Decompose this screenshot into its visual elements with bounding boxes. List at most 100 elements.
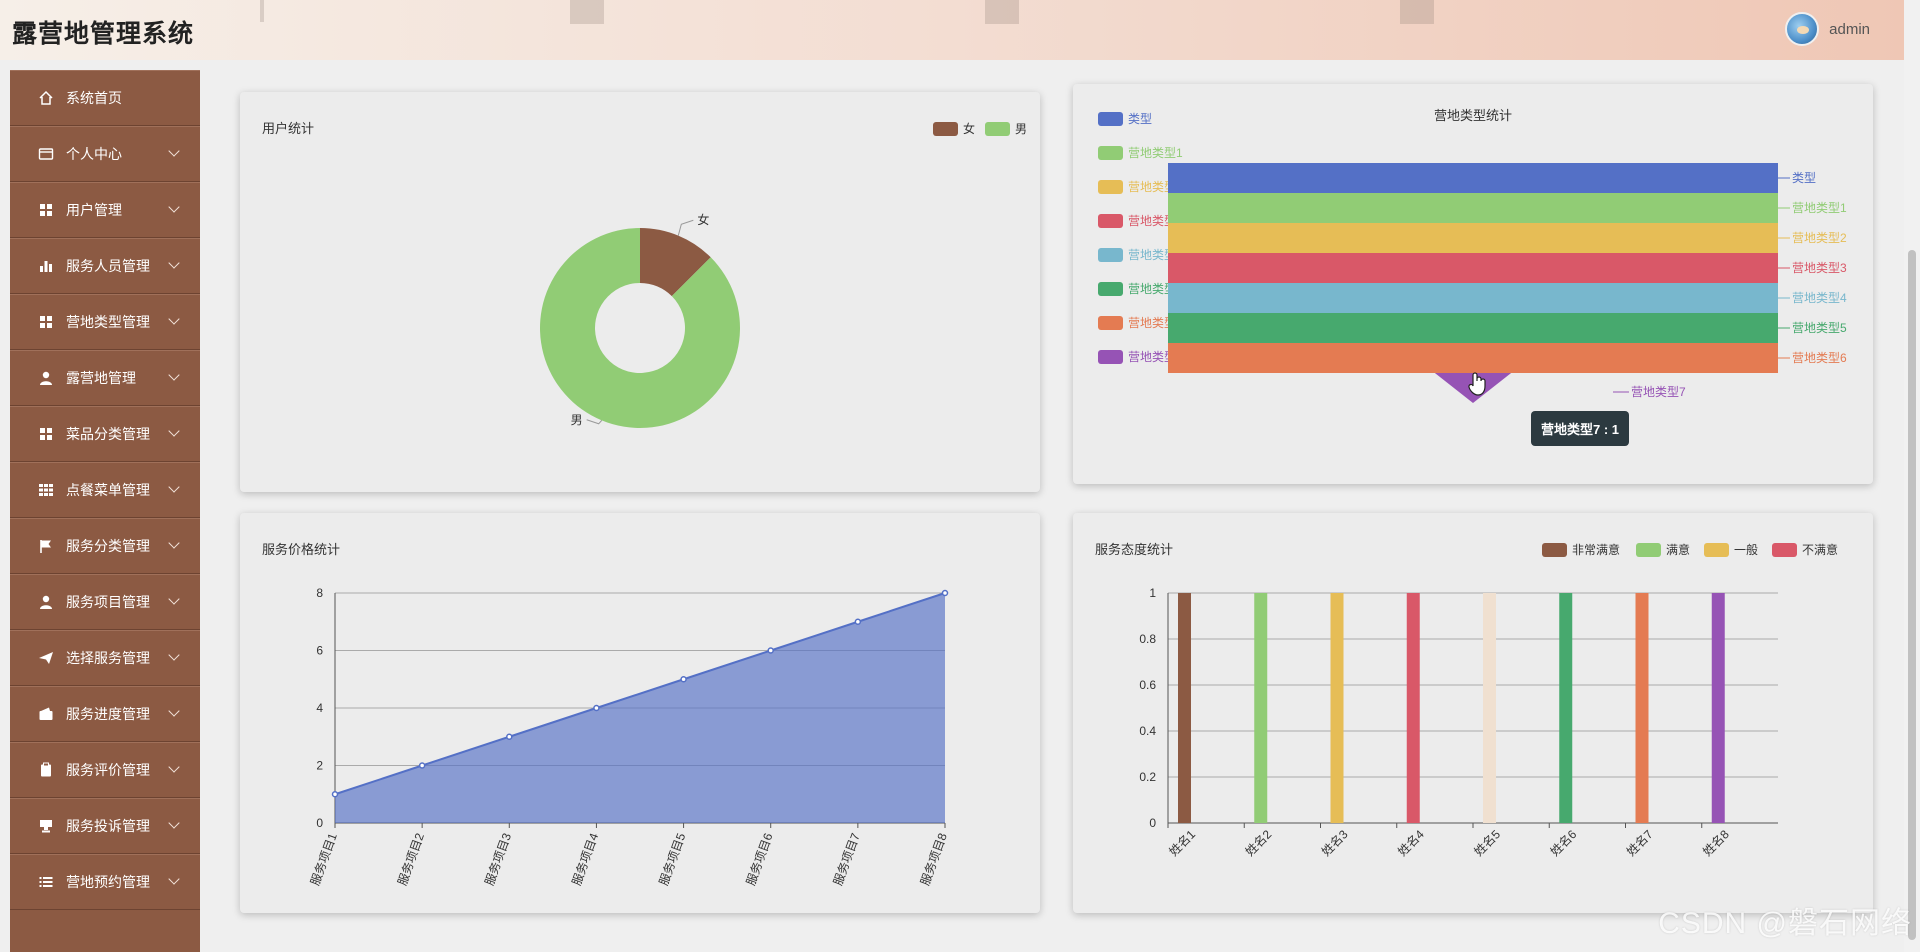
sidebar-item-service-reviews[interactable]: 服务评价管理 — [10, 742, 200, 798]
sidebar-item-label: 系统首页 — [66, 90, 122, 106]
chevron-down-icon — [168, 257, 180, 269]
bar — [1330, 593, 1344, 823]
legend-swatch — [1098, 214, 1123, 228]
data-point — [854, 618, 862, 625]
sidebar-item-home[interactable]: 系统首页 — [10, 70, 200, 126]
sidebar-item-menu[interactable]: 点餐菜单管理 — [10, 462, 200, 518]
sidebar-item-label: 露营地管理 — [66, 370, 136, 386]
bar-chart-icon — [38, 258, 54, 274]
service-attitude-bar-chart: 0 0.2 0.4 0.6 0.8 1 姓名1 姓名2 姓名3 姓名4 姓名5 姓名6 姓名7 姓名8 非常… — [1139, 542, 1838, 859]
vertical-scrollbar[interactable] — [1904, 0, 1920, 952]
bar — [1483, 593, 1496, 823]
data-point — [331, 791, 339, 798]
bar — [1711, 593, 1725, 823]
chart-title: 用户统计 — [262, 121, 315, 136]
user-stats-card: 用户统计 女男女男 — [240, 92, 1040, 492]
sidebar-item-service-progress[interactable]: 服务进度管理 — [10, 686, 200, 742]
grid-icon — [38, 426, 54, 442]
chart-title: 服务态度统计 — [1095, 542, 1174, 557]
sidebar-item-service-items[interactable]: 服务项目管理 — [10, 574, 200, 630]
sidebar-item-profile[interactable]: 个人中心 — [10, 126, 200, 182]
funnel-label: 营地类型5 — [1792, 321, 1847, 335]
data-point — [418, 762, 426, 769]
x-tick-label: 服务项目7 — [830, 831, 863, 888]
data-point — [593, 704, 600, 712]
legend-label: 营地类型1 — [1128, 146, 1183, 160]
legend-label: 女 — [963, 121, 975, 136]
sidebar-item-staff[interactable]: 服务人员管理 — [10, 238, 200, 294]
chart-title: 服务价格统计 — [262, 542, 341, 557]
service-attitude-stats-card: 服务态度统计 0 0.2 0.4 0.6 0.8 1 姓名1 姓名2 姓名3 姓名4 姓名5 姓名6 姓… — [1073, 513, 1873, 913]
bar — [1635, 593, 1649, 823]
y-tick-label: 4 — [316, 701, 323, 715]
top-header: 露营地管理系统 admin — [0, 0, 1904, 60]
sidebar-item-camp-booking[interactable]: 营地预约管理 — [10, 854, 200, 910]
bar — [1254, 593, 1268, 823]
chevron-down-icon — [168, 369, 180, 381]
sidebar-item-label: 点餐菜单管理 — [66, 482, 150, 498]
service-price-stats-card: 服务价格统计 0 2 4 6 8 服务项目1 服务项目2 服务项目3 服务项目4 服务项目5 服务项… — [240, 513, 1040, 913]
sidebar-item-camp-types[interactable]: 营地类型管理 — [10, 294, 200, 350]
legend-swatch — [1098, 316, 1123, 330]
scrollbar-thumb[interactable] — [1908, 250, 1916, 940]
legend-swatch — [985, 122, 1010, 136]
avatar[interactable] — [1785, 12, 1820, 46]
pie-slice — [540, 228, 740, 428]
sidebar-item-label: 菜品分类管理 — [66, 426, 150, 442]
legend-label: 类型 — [1128, 112, 1152, 126]
x-tick-label: 服务项目3 — [481, 831, 514, 888]
user-icon — [38, 594, 54, 610]
home-icon — [38, 90, 54, 106]
chevron-down-icon — [168, 649, 180, 661]
legend-label: 满意 — [1666, 542, 1690, 557]
pointer-cursor-icon — [1468, 372, 1486, 396]
sidebar-item-label: 服务评价管理 — [66, 762, 150, 778]
sidebar-item-camps[interactable]: 露营地管理 — [10, 350, 200, 406]
pie-slice-label: 女 — [697, 212, 709, 227]
sidebar-item-users[interactable]: 用户管理 — [10, 182, 200, 238]
y-tick-label: 0.4 — [1139, 724, 1156, 738]
y-tick-label: 0 — [316, 816, 323, 830]
sidebar-item-service-complaints[interactable]: 服务投诉管理 — [10, 798, 200, 854]
legend-swatch — [1098, 282, 1123, 296]
sidebar-item-service-selection[interactable]: 选择服务管理 — [10, 630, 200, 686]
bar — [1406, 593, 1420, 823]
list-icon — [38, 874, 54, 890]
clipboard-icon — [38, 762, 54, 778]
sidebar-item-service-categories[interactable]: 服务分类管理 — [10, 518, 200, 574]
y-tick-label: 0.8 — [1139, 632, 1156, 646]
chevron-down-icon — [168, 425, 180, 437]
data-point — [941, 589, 949, 597]
grid-icon — [38, 314, 54, 330]
chevron-down-icon — [168, 481, 180, 493]
x-tick-label: 服务项目8 — [917, 831, 950, 888]
funnel-label: 营地类型4 — [1792, 291, 1847, 305]
sidebar-item-label: 营地预约管理 — [66, 874, 150, 890]
user-menu[interactable]: admin — [1785, 12, 1870, 46]
camp-type-stats-card: 营地类型统计 类型 营地类型1 营地类型2 营地类型3 营地类型4 营地类型5 营地类型6 营地… — [1073, 84, 1873, 484]
chevron-down-icon — [168, 817, 180, 829]
x-tick-label: 姓名7 — [1623, 826, 1656, 859]
sidebar-item-label: 选择服务管理 — [66, 650, 150, 666]
camp-type-funnel-chart: 营地类型统计类型营地类型1营地类型2营地类型3营地类型4营地类型5营地类型6营地… — [1098, 108, 1847, 403]
y-tick-label: 0.2 — [1139, 770, 1156, 784]
watermark: CSDN @磐石网络 — [1658, 907, 1912, 940]
x-tick-label: 姓名4 — [1395, 826, 1428, 859]
y-tick-label: 1 — [1149, 586, 1156, 600]
legend-label: 男 — [1015, 122, 1027, 136]
funnel-label: 营地类型7 — [1631, 385, 1686, 399]
legend-swatch — [1542, 543, 1567, 557]
username[interactable]: admin — [1829, 20, 1870, 38]
x-tick-label: 服务项目5 — [656, 831, 689, 888]
legend-swatch — [933, 122, 958, 136]
id-card-icon — [38, 146, 54, 162]
hand-icon — [1468, 372, 1486, 396]
x-tick-label: 服务项目6 — [743, 831, 776, 888]
x-tick-label: 姓名5 — [1471, 826, 1504, 859]
data-point — [680, 676, 687, 683]
y-tick-label: 8 — [316, 586, 323, 600]
sidebar-item-dish-categories[interactable]: 菜品分类管理 — [10, 406, 200, 462]
chevron-down-icon — [168, 537, 180, 549]
funnel-segment — [1168, 193, 1778, 223]
user-stats-pie-chart: 女男女男 — [540, 121, 1027, 428]
